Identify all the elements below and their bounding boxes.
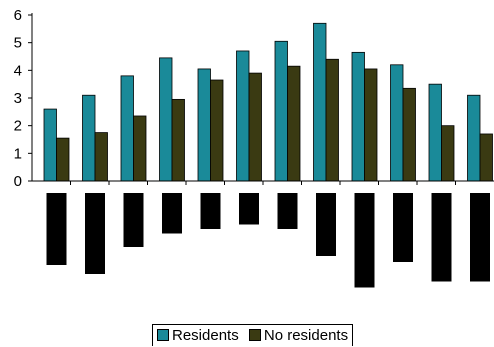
lower-bar-4 [162,193,182,234]
bar-no-residents-3 [133,115,147,182]
bar-residents-11 [428,83,442,182]
lower-bar-12 [470,193,490,282]
y-tick-label-0: 0 [14,173,22,190]
bar-residents-6 [236,50,250,182]
lower-bar-10 [393,193,413,262]
y-tick-label-4: 4 [14,62,22,79]
lower-bar-7 [277,193,298,229]
bar-no-residents-11 [441,125,455,182]
bar-no-residents-1 [56,137,70,182]
bar-no-residents-5 [210,79,224,182]
no-residents-swatch [248,329,261,341]
upper-bar-group [43,22,493,182]
bar-no-residents-7 [287,65,301,182]
bar-no-residents-4 [171,98,185,182]
bar-residents-10 [390,64,404,182]
y-tick-label-1: 1 [14,145,22,162]
bar-no-residents-2 [94,132,108,182]
bar-residents-7 [274,40,288,182]
lower-bar-5 [200,193,221,229]
bar-residents-4 [159,57,173,182]
bar-residents-1 [43,108,57,182]
lower-bar-3 [123,193,144,247]
bar-residents-9 [351,51,365,182]
y-tick-label-3: 3 [14,90,22,107]
bar-residents-5 [197,68,211,182]
legend-item-no-residents: No residents [248,327,349,345]
bar-residents-2 [82,94,96,182]
bar-no-residents-8 [325,58,339,182]
legend-label-residents: Residents [172,327,239,344]
bar-residents-12 [467,94,481,182]
lower-bar-9 [354,193,375,288]
y-tick-label-5: 5 [14,35,22,52]
bar-no-residents-12 [479,133,493,182]
y-tick-label-6: 6 [14,7,22,24]
lower-bar-2 [85,193,105,274]
bar-no-residents-9 [364,68,378,182]
legend-item-residents: Residents [157,327,239,345]
legend-label-no-residents: No residents [263,327,349,344]
bar-residents-8 [313,22,327,182]
y-tick-label-2: 2 [14,118,22,135]
lower-bar-6 [239,193,259,225]
legend: Residents No residents [152,324,354,346]
lower-bar-11 [431,193,452,282]
bar-no-residents-10 [402,87,416,182]
axes: 0 1 2 3 4 5 6 [14,7,494,190]
lower-bar-1 [46,193,67,265]
residents-swatch [157,329,169,341]
bar-no-residents-6 [248,72,262,182]
bar-residents-3 [120,75,134,182]
lower-bar-8 [316,193,336,256]
lower-bar-group [46,193,490,288]
